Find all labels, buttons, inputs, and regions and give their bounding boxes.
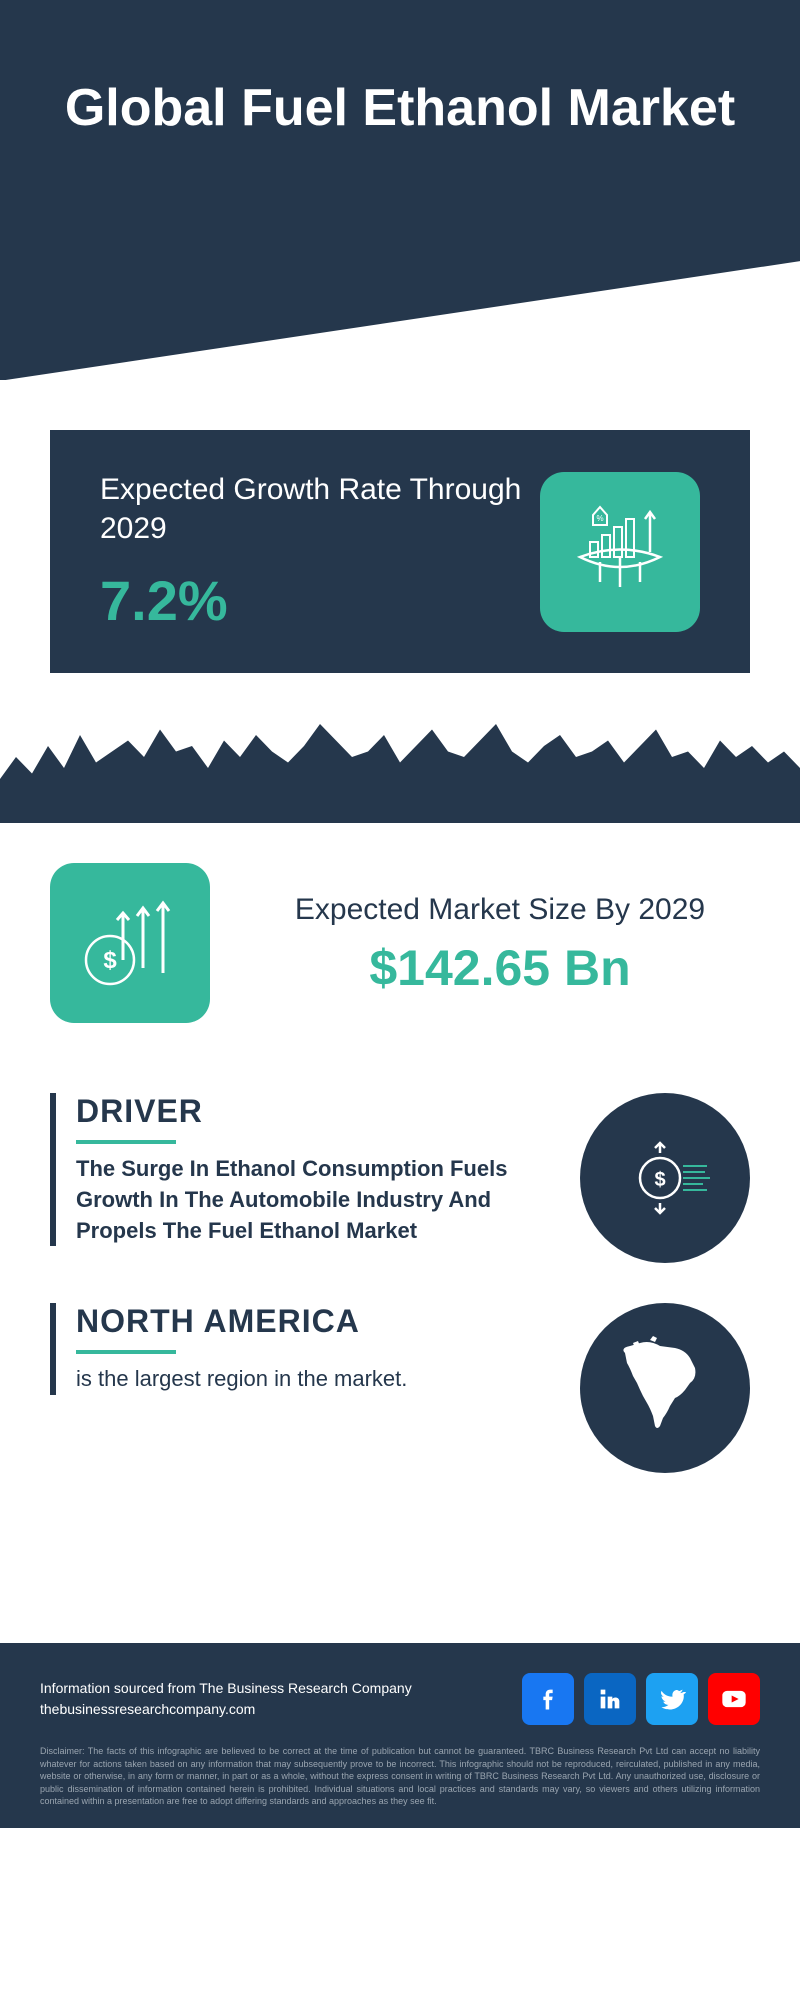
twitter-icon: [658, 1685, 686, 1713]
info-sections: DRIVER The Surge In Ethanol Consumption …: [0, 1063, 800, 1543]
linkedin-icon: [596, 1685, 624, 1713]
driver-body: The Surge In Ethanol Consumption Fuels G…: [76, 1154, 550, 1246]
market-size-value: $142.65 Bn: [250, 939, 750, 997]
region-body: is the largest region in the market.: [76, 1364, 550, 1395]
youtube-icon: [720, 1685, 748, 1713]
growth-rate-text: Expected Growth Rate Through 2029 7.2%: [100, 470, 540, 633]
growth-rate-value: 7.2%: [100, 568, 540, 633]
north-america-map-icon-svg: [605, 1328, 725, 1448]
footer-section: Information sourced from The Business Re…: [0, 1643, 800, 1828]
driver-section: DRIVER The Surge In Ethanol Consumption …: [50, 1093, 750, 1263]
header-section: Global Fuel Ethanol Market: [0, 0, 800, 380]
region-circle-icon: [580, 1303, 750, 1473]
header-triangle-decoration: [0, 261, 800, 380]
disclaimer-text: Disclaimer: The facts of this infographi…: [40, 1745, 760, 1808]
dollar-arrows-icon-svg: $: [75, 888, 185, 998]
footer-url: thebusinessresearchcompany.com: [40, 1699, 412, 1720]
infographic-container: Global Fuel Ethanol Market Expected Grow…: [0, 0, 800, 1828]
twitter-link[interactable]: [646, 1673, 698, 1725]
growth-rate-section: Expected Growth Rate Through 2029 7.2% %: [50, 430, 750, 673]
driver-heading: DRIVER: [76, 1093, 550, 1130]
youtube-link[interactable]: [708, 1673, 760, 1725]
footer-top-row: Information sourced from The Business Re…: [40, 1673, 760, 1725]
market-size-icon: $: [50, 863, 210, 1023]
driver-content: DRIVER The Surge In Ethanol Consumption …: [50, 1093, 550, 1246]
main-title: Global Fuel Ethanol Market: [0, 0, 800, 137]
social-links: [522, 1673, 760, 1725]
driver-underline: [76, 1140, 176, 1144]
growth-rate-label: Expected Growth Rate Through 2029: [100, 470, 540, 548]
footer-info: Information sourced from The Business Re…: [40, 1678, 412, 1720]
facebook-icon: [534, 1685, 562, 1713]
region-section: NORTH AMERICA is the largest region in t…: [50, 1303, 750, 1473]
driver-circle-icon: $: [580, 1093, 750, 1263]
svg-text:$: $: [103, 947, 117, 974]
growth-icon-svg: %: [565, 497, 675, 607]
svg-text:$: $: [654, 1169, 665, 1191]
exchange-icon-svg: $: [615, 1128, 715, 1228]
svg-text:%: %: [596, 514, 603, 523]
linkedin-link[interactable]: [584, 1673, 636, 1725]
skyline-decoration: [0, 713, 800, 823]
footer-source: Information sourced from The Business Re…: [40, 1678, 412, 1699]
market-size-section: $ Expected Market Size By 2029 $142.65 B…: [0, 823, 800, 1063]
facebook-link[interactable]: [522, 1673, 574, 1725]
region-underline: [76, 1350, 176, 1354]
market-size-label: Expected Market Size By 2029: [250, 890, 750, 929]
growth-chart-icon: %: [540, 472, 700, 632]
region-content: NORTH AMERICA is the largest region in t…: [50, 1303, 550, 1395]
region-heading: NORTH AMERICA: [76, 1303, 550, 1340]
market-size-text: Expected Market Size By 2029 $142.65 Bn: [250, 890, 750, 997]
